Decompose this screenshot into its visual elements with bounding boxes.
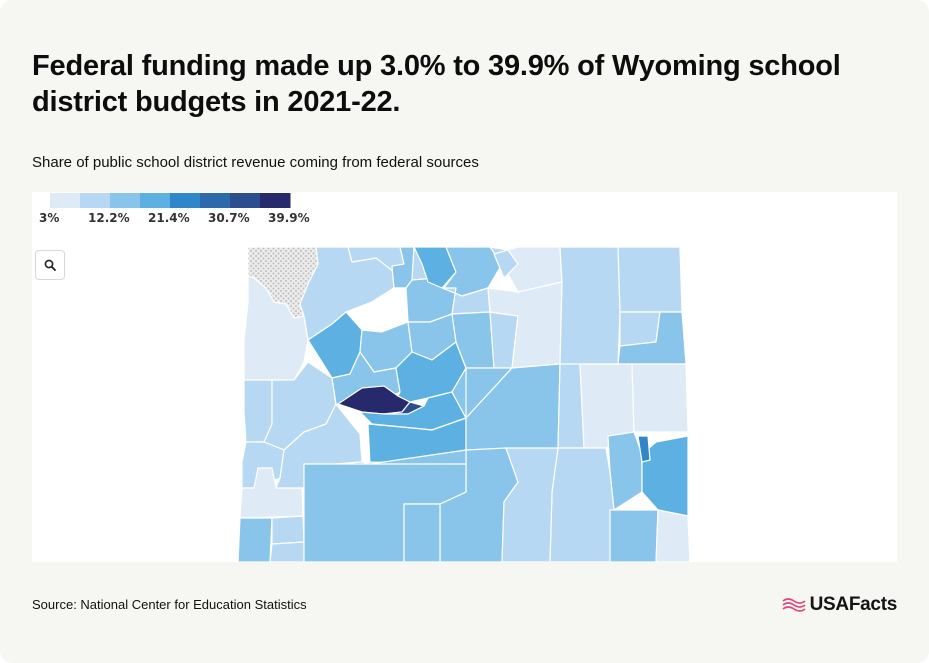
legend-label-3: 21.4% xyxy=(148,211,190,225)
district-platte[interactable] xyxy=(549,447,615,562)
district-uinta-east[interactable] xyxy=(269,541,305,562)
district-niobrara[interactable] xyxy=(631,363,689,433)
district-crook[interactable] xyxy=(559,246,621,365)
district-uinta-mid[interactable] xyxy=(271,487,305,545)
district-map xyxy=(237,246,691,562)
legend-label-max: 39.9% xyxy=(268,211,310,225)
legend-cap-right xyxy=(275,193,290,208)
source-note: Source: National Center for Education St… xyxy=(32,597,307,612)
legend-step-2 xyxy=(80,193,111,208)
legend-label-2: 12.2% xyxy=(88,211,130,225)
usafacts-flag-icon xyxy=(782,598,806,612)
usafacts-logo[interactable]: USAFacts xyxy=(782,594,897,616)
legend-step-7 xyxy=(230,193,261,208)
district-uinta-west[interactable] xyxy=(237,517,273,562)
map-panel: 3% 12.2% 21.4% 30.7% 39.9% xyxy=(32,192,897,562)
district-laramie-1[interactable] xyxy=(655,509,691,562)
legend-cap-left xyxy=(50,193,65,208)
legend-color-scale xyxy=(50,193,291,208)
district-campbell-sub[interactable] xyxy=(493,249,519,279)
district-torrington-line[interactable] xyxy=(637,435,651,463)
district-carbon-2[interactable] xyxy=(501,447,559,562)
search-icon xyxy=(44,259,56,271)
district-sweetwater-2[interactable] xyxy=(403,503,441,562)
legend-label-4: 30.7% xyxy=(208,211,250,225)
district-sundance[interactable] xyxy=(617,246,683,313)
legend-step-3 xyxy=(110,193,141,208)
legend-step-6 xyxy=(200,193,231,208)
district-upton[interactable] xyxy=(619,311,661,347)
district-laramie-2[interactable] xyxy=(609,509,659,562)
legend-label-min: 3% xyxy=(39,211,60,225)
page-title: Federal funding made up 3.0% to 39.9% of… xyxy=(32,50,841,118)
logo-text: USAFacts xyxy=(809,594,898,615)
chart-subtitle: Share of public school district revenue … xyxy=(32,154,479,171)
legend-step-5 xyxy=(170,193,201,208)
legend-step-4 xyxy=(140,193,171,208)
district-sublette[interactable] xyxy=(335,449,467,465)
zoom-button[interactable] xyxy=(35,250,65,280)
legend-labels: 3% 12.2% 21.4% 30.7% 39.9% xyxy=(32,211,352,227)
